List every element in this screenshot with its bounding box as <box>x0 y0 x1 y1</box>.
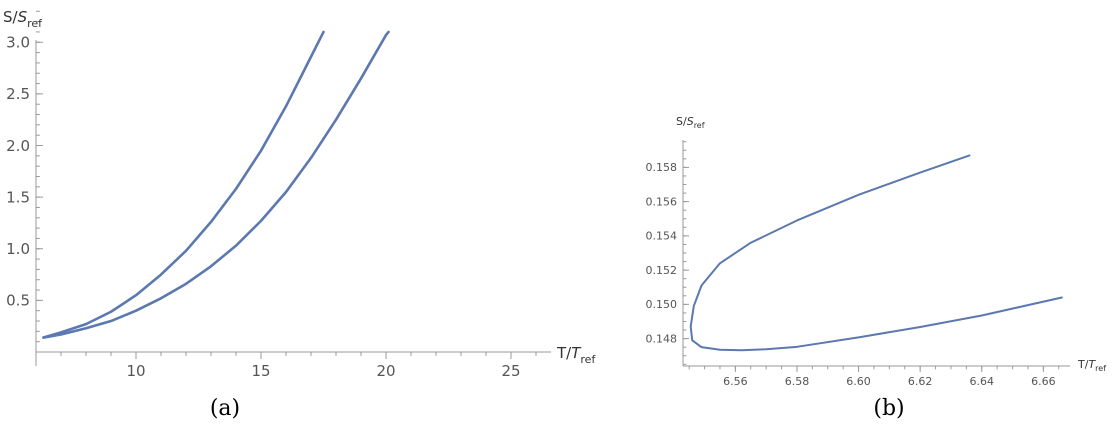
y-tick-label: 0.148 <box>646 332 678 345</box>
x-axis-label: T/Tref <box>556 344 596 366</box>
x-axis-label-prefix: T/ <box>1077 358 1089 371</box>
x-axis-label-subscript: ref <box>1095 364 1106 373</box>
y-axis-label-subscript: ref <box>27 17 43 30</box>
y-tick-label: 0.5 <box>6 292 30 310</box>
x-tick-label: 20 <box>376 362 395 380</box>
series-line-1 <box>42 30 325 339</box>
x-axis-label: T/Tref <box>1077 358 1106 373</box>
x-axis-label-symbol: T <box>1088 358 1096 371</box>
y-axis-label-symbol: S <box>18 8 28 26</box>
y-axis-label-prefix: S/ <box>676 115 687 128</box>
y-tick-label: 0.150 <box>646 298 678 311</box>
y-tick-label: 0.152 <box>646 264 678 277</box>
y-axis-label: S/Sref <box>676 115 705 130</box>
chart-b: 6.56 6.58 6.60 6.62 6.64 6.66 0.148 0.150 0.152 0… <box>646 115 1107 421</box>
y-tick-label: 0.156 <box>646 195 678 208</box>
chart-a: 10 15 20 250.51.01.52.02.53.0S/SrefT/Tref(a… <box>3 8 596 421</box>
x-tick-label: 6.58 <box>785 375 810 388</box>
y-axis-label: S/Sref <box>3 8 43 30</box>
x-axis-label-prefix: T/ <box>556 344 572 362</box>
y-tick-label: 1.5 <box>6 188 30 206</box>
series-line-1 <box>689 154 1063 352</box>
y-tick-label: 3.0 <box>6 34 30 52</box>
x-tick-label: 6.64 <box>970 375 995 388</box>
x-tick-label: 10 <box>126 362 145 380</box>
y-tick-label: 1.0 <box>6 240 30 258</box>
x-tick-label: 6.60 <box>846 375 871 388</box>
series-line-2 <box>42 30 390 339</box>
x-tick-label: 15 <box>251 362 270 380</box>
y-tick-label: 0.158 <box>646 161 678 174</box>
y-tick-label: 2.5 <box>6 85 30 103</box>
y-axis-label-subscript: ref <box>694 121 705 130</box>
y-tick-label: 0.154 <box>646 230 678 243</box>
x-tick-label: 6.56 <box>723 375 748 388</box>
x-tick-label: 6.66 <box>1031 375 1056 388</box>
y-tick-label: 2.0 <box>6 137 30 155</box>
x-tick-label: 25 <box>501 362 520 380</box>
x-axis-label-subscript: ref <box>580 353 596 366</box>
x-axis-label-symbol: T <box>571 344 582 362</box>
y-axis-label-symbol: S <box>687 115 694 128</box>
panel-caption: (a) <box>210 396 240 421</box>
x-tick-label: 6.62 <box>908 375 933 388</box>
panel-caption: (b) <box>873 396 904 421</box>
y-axis-label-prefix: S/ <box>3 8 19 26</box>
